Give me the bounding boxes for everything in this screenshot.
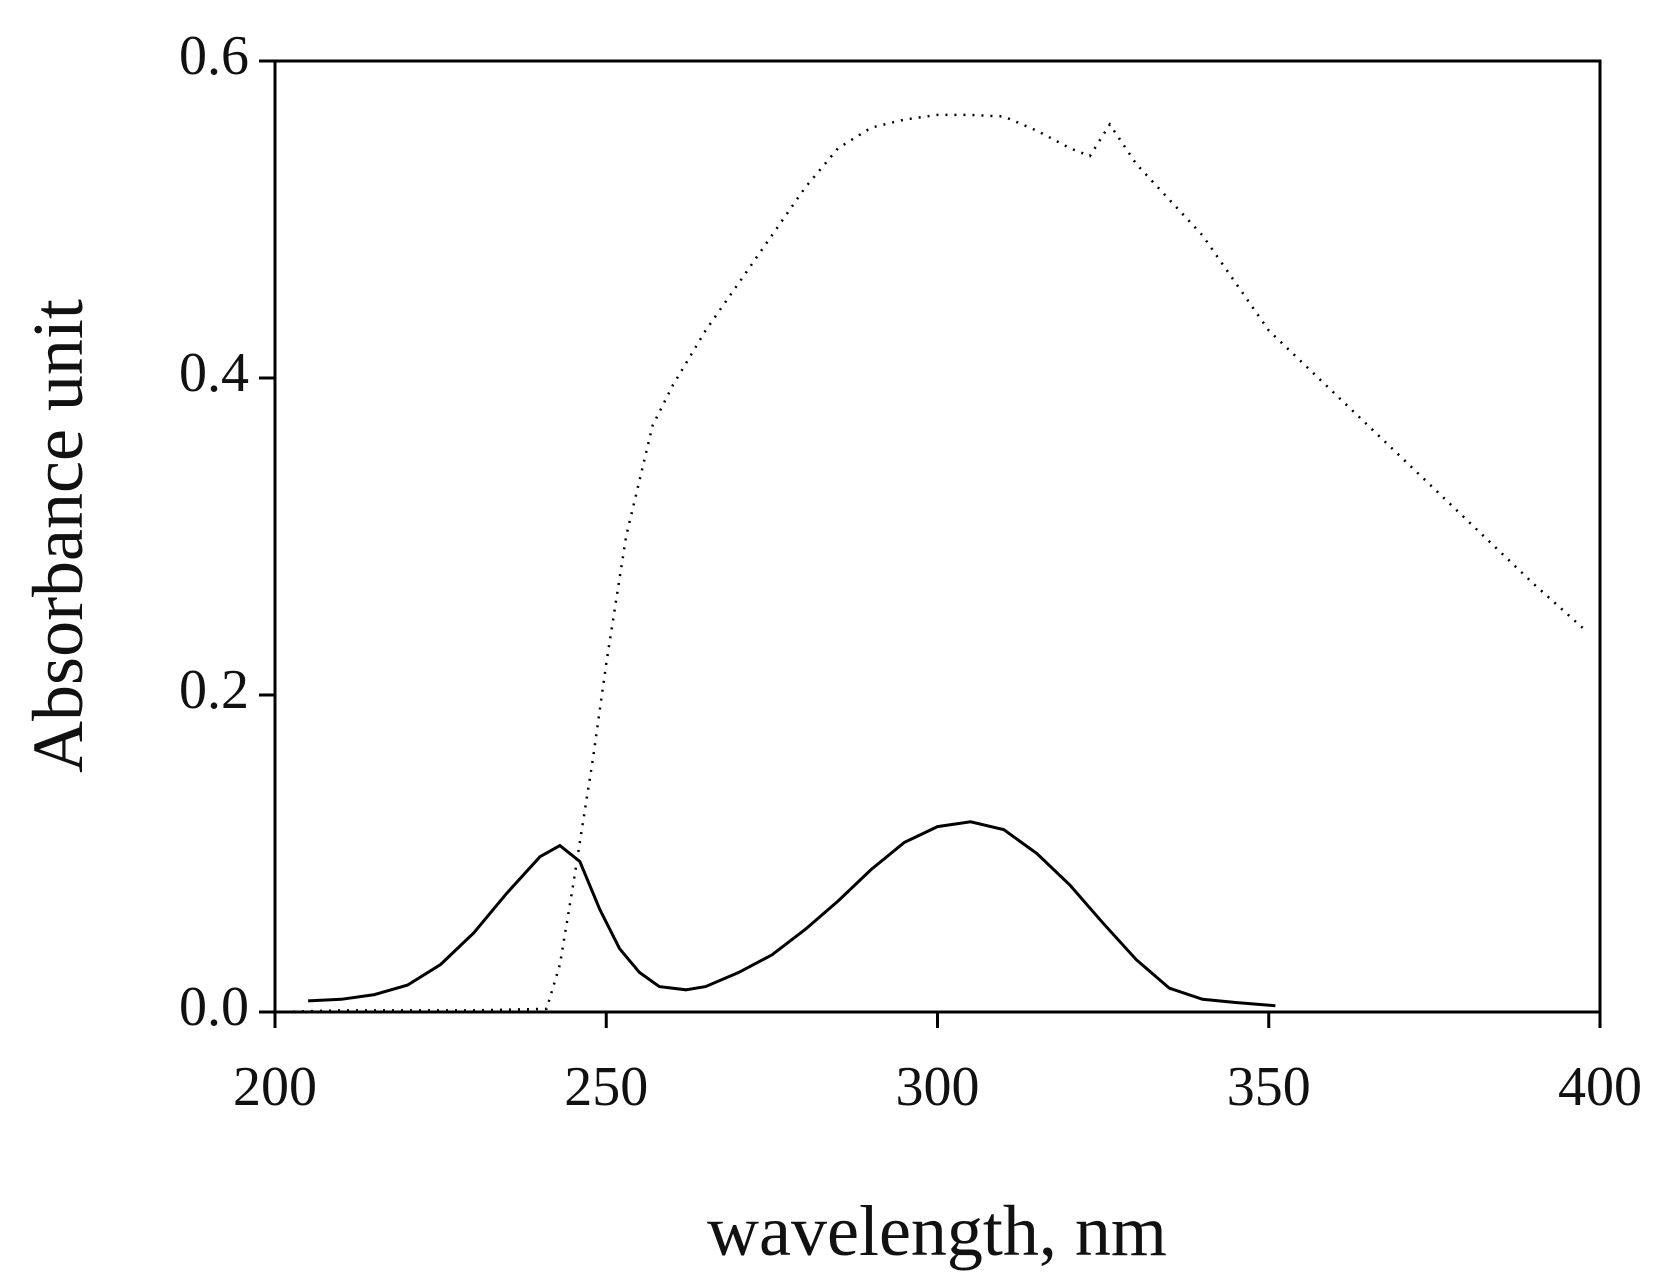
y-tick-label: 0.0 — [179, 976, 249, 1038]
series-line — [308, 820, 1276, 1008]
x-axis-label: wavelength, nm — [707, 1191, 1167, 1271]
x-tick-label: 300 — [896, 1056, 980, 1118]
y-tick-label: 0.4 — [179, 342, 249, 404]
x-tick-label: 250 — [564, 1056, 648, 1118]
y-tick-label: 0.2 — [179, 659, 249, 721]
plot-frame — [273, 59, 1602, 1014]
x-tick-label: 400 — [1558, 1056, 1642, 1118]
series-line — [274, 113, 1588, 1014]
y-axis-label: Absorbance unit — [18, 299, 98, 773]
x-tick-label: 200 — [233, 1056, 317, 1118]
x-tick-label: 350 — [1227, 1056, 1311, 1118]
y-tick-label: 0.6 — [179, 25, 249, 87]
